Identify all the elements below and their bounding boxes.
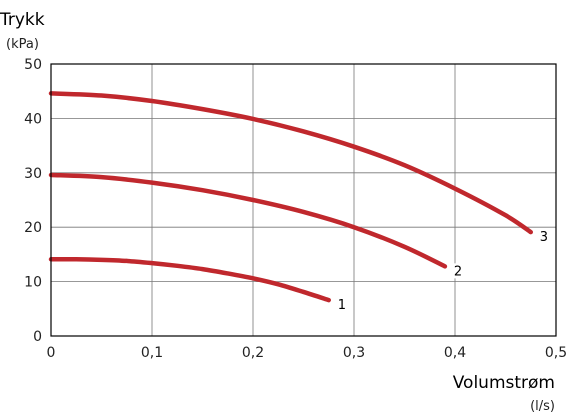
y-tick-label: 0 bbox=[33, 329, 42, 345]
plot-frame bbox=[50, 63, 557, 337]
series-label-3: 3 bbox=[540, 230, 548, 245]
x-tick-label: 0,4 bbox=[444, 345, 466, 361]
x-tick-label: 0,2 bbox=[242, 345, 264, 361]
x-tick-label: 0,3 bbox=[343, 345, 365, 361]
pump-curve-1 bbox=[48, 257, 331, 303]
y-tick-label: 50 bbox=[24, 57, 42, 73]
y-tick-label: 10 bbox=[24, 275, 42, 291]
x-tick-label: 0,5 bbox=[545, 345, 567, 361]
x-axis-unit: (l/s) bbox=[530, 399, 555, 412]
series-label-bg bbox=[451, 263, 464, 279]
series-labels: 1 2 3 bbox=[335, 229, 550, 313]
series-label-1: 1 bbox=[338, 298, 346, 313]
curves bbox=[48, 91, 533, 303]
tick-labels: 0 0,1 0,2 0,3 0,4 0,5 0 10 20 30 40 50 bbox=[24, 57, 567, 361]
x-tick-label: 0,1 bbox=[141, 345, 163, 361]
y-axis-unit: (kPa) bbox=[6, 37, 39, 52]
x-axis-title: Volumstrøm bbox=[453, 373, 555, 393]
pump-curve-3 bbox=[48, 91, 533, 235]
y-tick-label: 30 bbox=[24, 166, 42, 182]
y-tick-label: 20 bbox=[24, 220, 42, 236]
y-axis-title: Trykk bbox=[0, 10, 45, 30]
series-label-bg bbox=[537, 229, 550, 245]
series-label-bg bbox=[335, 297, 348, 313]
x-tick-label: 0 bbox=[47, 345, 56, 361]
grid bbox=[51, 64, 556, 336]
series-label-2: 2 bbox=[454, 264, 462, 279]
pump-curve-2 bbox=[48, 172, 448, 269]
y-tick-label: 40 bbox=[24, 111, 42, 127]
